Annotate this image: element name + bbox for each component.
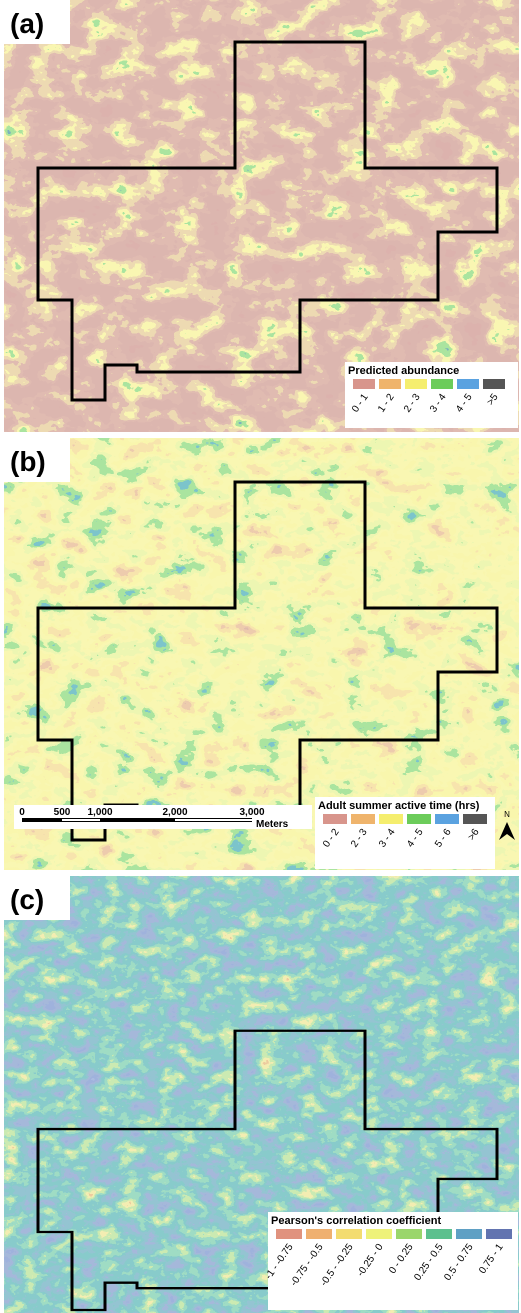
legend-title: Predicted abundance (348, 365, 459, 377)
scale-tick-label: 500 (54, 807, 71, 818)
scale-tick-label: 1,000 (87, 807, 112, 818)
panel-label: (a) (10, 8, 44, 39)
legend-swatch (426, 1229, 452, 1239)
legend-swatch (435, 814, 459, 824)
scale-tick-label: 0 (19, 807, 25, 818)
legend-swatch (366, 1229, 392, 1239)
legend-swatch (396, 1229, 422, 1239)
panel-label: (c) (10, 884, 44, 915)
scale-unit: Meters (256, 819, 289, 830)
legend-swatch (336, 1229, 362, 1239)
legend-swatch (379, 814, 403, 824)
legend-swatch (483, 379, 505, 389)
legend-title: Pearson's correlation coefficient (271, 1215, 441, 1227)
scale-tick-label: 3,000 (239, 807, 264, 818)
legend-swatch (463, 814, 487, 824)
map-panel: (c)Pearson's correlation coefficient-1 -… (4, 876, 519, 1313)
legend-swatch (323, 814, 347, 824)
legend-swatch (457, 379, 479, 389)
scale-bar-segment (175, 819, 252, 821)
legend-swatch (486, 1229, 512, 1239)
panel-label: (b) (10, 446, 46, 477)
legend-swatch (431, 379, 453, 389)
legend-swatch (407, 814, 431, 824)
legend-swatch (379, 379, 401, 389)
legend-swatch (276, 1229, 302, 1239)
legend-swatch (306, 1229, 332, 1239)
north-label: N (504, 810, 510, 819)
scale-tick-label: 2,000 (162, 807, 187, 818)
legend-swatch (456, 1229, 482, 1239)
legend-swatch (405, 379, 427, 389)
legend-swatch (353, 379, 375, 389)
legend-swatch (351, 814, 375, 824)
legend-title: Adult summer active time (hrs) (318, 800, 480, 812)
figure: (a)Predicted abundance0 - 11 - 22 - 33 -… (0, 0, 521, 1313)
scale-bar-segment (62, 819, 100, 821)
